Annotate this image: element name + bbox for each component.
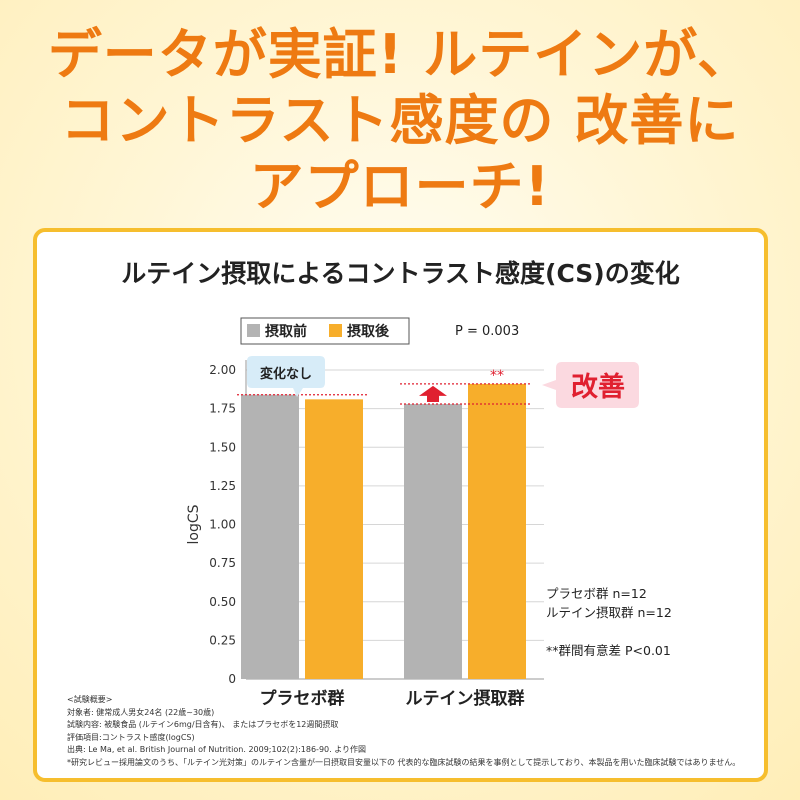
note-line: 出典: Le Ma, et al. British Journal of Nut… bbox=[67, 745, 367, 754]
y-tick-label: 2.00 bbox=[209, 363, 236, 377]
chart: 0 0.25 0.50 0.75 1.00 1.25 1.50 1.75 2.00 logCS プラ… bbox=[186, 317, 672, 709]
up-arrow-icon bbox=[419, 385, 447, 402]
improved-label: 改善 bbox=[571, 371, 625, 403]
y-tick-label: 1.50 bbox=[209, 440, 236, 454]
headline-line-1: データが実証! ルテインが、 bbox=[47, 23, 753, 86]
y-axis-label: logCS bbox=[186, 504, 202, 544]
group-size: ルテイン摂取群 n=12 bbox=[546, 605, 672, 620]
y-tick-label: 0 bbox=[228, 672, 236, 686]
no-change-label: 変化なし bbox=[260, 366, 312, 382]
note-line: 評価項目:コントラスト感度(logCS) bbox=[67, 732, 195, 742]
y-tick-label: 1.25 bbox=[209, 479, 236, 493]
headline-line-3: アプローチ! bbox=[249, 155, 551, 218]
note-line: 試験内容: 被験食品 (ルテイン6mg/日含有)、 またはプラセボを12週間摂取 bbox=[67, 720, 339, 729]
bar-before bbox=[241, 394, 299, 679]
no-change-callout bbox=[247, 356, 325, 397]
note-line: 対象者: 健常成人男女24名 (22歳~30歳) bbox=[67, 707, 215, 717]
significance-mark: ** bbox=[490, 368, 504, 384]
note-line: <試験概要> bbox=[67, 695, 113, 704]
bar-before bbox=[404, 403, 462, 679]
note-line: *研究レビュー採用論文のうち、「ルテイン光対策」のルテイン含量が一日摂取目安量以… bbox=[67, 757, 741, 767]
y-tick-label: 0.25 bbox=[209, 633, 236, 647]
improved-callout bbox=[542, 362, 639, 408]
group-size: プラセボ群 n=12 bbox=[546, 586, 647, 601]
legend-swatch bbox=[329, 324, 342, 337]
headline: データが実証! ルテインが、 コントラスト感度の 改善に アプローチ! bbox=[0, 22, 800, 220]
x-category-label: プラセボ群 bbox=[260, 688, 345, 709]
significance-note: **群間有意差 P<0.01 bbox=[546, 643, 671, 658]
y-tick-label: 1.00 bbox=[209, 518, 236, 532]
y-tick-label: 0.50 bbox=[209, 595, 236, 609]
legend-swatch bbox=[247, 324, 260, 337]
study-notes: <試験概要> 対象者: 健常成人男女24名 (22歳~30歳) 試験内容: 被験… bbox=[67, 694, 757, 769]
y-tick-label: 1.75 bbox=[209, 402, 236, 416]
bar-after bbox=[468, 383, 526, 679]
chart-card: ルテイン摂取によるコントラスト感度(CS)の変化 0 0.25 0.50 0.75 1.… bbox=[33, 228, 768, 782]
bar-after bbox=[305, 399, 363, 679]
headline-line-2: コントラスト感度の 改善に bbox=[60, 89, 740, 152]
legend-label: 摂取前 bbox=[265, 323, 307, 340]
p-value: P = 0.003 bbox=[455, 324, 519, 339]
x-category-label: ルテイン摂取群 bbox=[406, 688, 525, 709]
y-tick-label: 0.75 bbox=[209, 556, 236, 570]
legend-label: 摂取後 bbox=[347, 323, 390, 340]
legend-box bbox=[240, 317, 410, 345]
chart-title: ルテイン摂取によるコントラスト感度(CS)の変化 bbox=[121, 259, 680, 288]
